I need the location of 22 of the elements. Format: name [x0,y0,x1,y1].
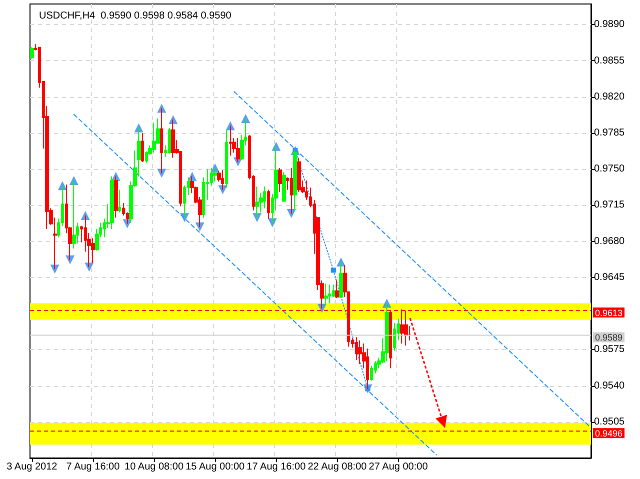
ref-line-label: 0.9613 [595,308,623,318]
x-tick-label: 7 Aug 16:00 [66,462,120,472]
y-tick-label: 0.9575 [594,344,626,356]
y-tick-label: 0.9785 [594,127,626,138]
x-tick-label: 27 Aug 00:00 [368,462,428,472]
ref-line-label: 0.9589 [595,332,623,343]
y-tick-label: 0.9890 [594,19,626,30]
x-tick-label: 15 Aug 00:00 [186,462,245,472]
x-tick-label: 3 Aug 2012 [6,462,58,472]
ref-line-label: 0.9496 [595,428,623,439]
y-tick-label: 0.9505 [594,416,626,428]
y-tick-label: 0.9855 [594,55,626,66]
y-tick-label: 0.9820 [594,91,626,102]
x-tick-label: 17 Aug 16:00 [246,462,306,472]
y-tick-label: 0.9750 [594,164,626,175]
y-tick-label: 0.9680 [594,236,626,247]
x-tick-label: 22 Aug 08:00 [308,462,368,472]
text: USDCHF,H4 0.9590 0.9598 0.9584 0.9590 [39,10,232,22]
y-tick-label: 0.9715 [594,200,626,211]
x-tick-label: 10 Aug 08:00 [124,462,184,472]
y-tick-label: 0.9645 [594,272,626,283]
y-tick-label: 0.9540 [594,380,626,392]
